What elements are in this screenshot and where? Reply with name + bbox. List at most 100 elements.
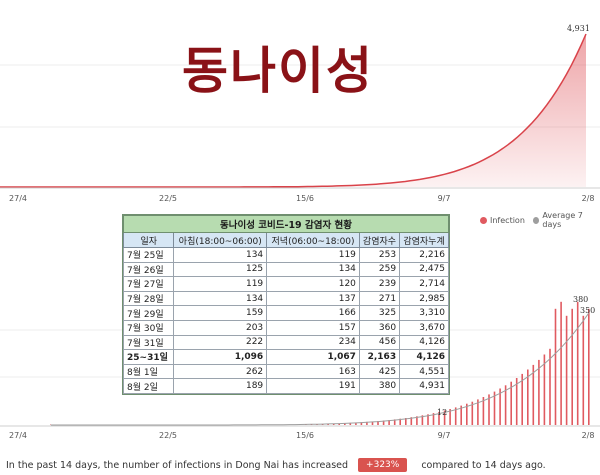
col-header: 저녁(06:00~18:00) <box>266 232 360 248</box>
col-header: 감염자누계 <box>399 232 449 248</box>
table-cell: 7월 29일 <box>122 305 175 321</box>
infection-bar <box>554 308 557 425</box>
table-cell: 7월 28일 <box>122 290 175 307</box>
table-cell: 4,931 <box>399 378 449 394</box>
bar-chart: 27/4 22/5 15/6 9/7 2/8 380 350 12 <box>0 295 600 440</box>
infection-bar <box>560 301 562 425</box>
table-row: 7월 28일 134 137 271 2,985 <box>122 290 449 307</box>
infection-bar <box>421 415 424 425</box>
x-tick-label: 27/4 <box>9 431 27 440</box>
infection-bar <box>565 315 568 425</box>
table-cell: 2,475 <box>399 261 449 278</box>
table-cell: 239 <box>358 276 401 292</box>
infection-bar <box>549 348 551 425</box>
table-cell: 456 <box>358 334 401 351</box>
infection-bar <box>410 417 413 425</box>
infection-bar <box>460 405 462 425</box>
table-cell: 119 <box>173 276 268 292</box>
table-cell: 360 <box>358 319 401 336</box>
table-cell: 134 <box>266 261 360 278</box>
infection-bar <box>405 418 407 425</box>
infection-bar <box>416 416 418 425</box>
table-cell: 203 <box>173 319 268 336</box>
table-cell: 2,985 <box>399 290 449 307</box>
infection-bar <box>482 397 485 425</box>
table-cell: 134 <box>173 290 268 307</box>
table-cell: 4,551 <box>399 363 449 380</box>
infection-bar <box>355 422 357 425</box>
legend-label: Infection <box>490 215 525 225</box>
infection-bar <box>488 394 490 425</box>
infection-bar <box>432 413 435 425</box>
annotation-label: 380 <box>573 295 588 304</box>
infection-bar <box>510 381 512 425</box>
table-row: 8월 2일 189 191 380 4,931 <box>122 378 449 394</box>
infection-bar <box>366 421 368 425</box>
infection-bar <box>427 414 429 425</box>
x-tick-label: 15/6 <box>296 194 314 203</box>
table-cell: 7월 31일 <box>122 334 175 351</box>
infection-bar <box>515 378 518 425</box>
infection-bar <box>377 421 379 425</box>
stats-table: 동나이성 코비드-19 감염자 현황 일자 아침(18:00~06:00) 저녁… <box>122 215 449 394</box>
table-cell: 119 <box>266 247 360 263</box>
legend-dot-icon <box>532 216 540 224</box>
infection-bar <box>576 301 579 425</box>
table-cell: 253 <box>358 247 401 263</box>
infection-bar <box>454 407 457 425</box>
table-row: 8월 1일 262 163 425 4,551 <box>122 363 449 380</box>
infection-bar <box>399 418 401 425</box>
table-row: 7월 26일 125 134 259 2,475 <box>122 261 449 278</box>
x-tick-label: 22/5 <box>159 194 177 203</box>
infection-bar <box>527 369 529 425</box>
table-cell: 7월 30일 <box>122 319 175 336</box>
infection-bar <box>382 420 385 425</box>
table-cell: 189 <box>173 378 268 394</box>
col-header: 아침(18:00~06:00) <box>173 232 268 248</box>
infection-bar <box>521 373 523 425</box>
infection-bar <box>471 401 474 425</box>
table-cell: 125 <box>173 261 268 278</box>
summary-footer: In the past 14 days, the number of infec… <box>6 458 546 472</box>
table-cell: 166 <box>266 305 360 321</box>
table-cell: 159 <box>173 305 268 321</box>
table-cell: 120 <box>266 276 360 292</box>
table-cell: 157 <box>266 319 360 336</box>
infection-bar <box>449 409 451 425</box>
annotation-label: 350 <box>580 306 595 315</box>
table-cell: 425 <box>358 363 401 380</box>
infection-bar <box>499 388 501 425</box>
average-line <box>50 312 590 426</box>
legend-item-infection[interactable]: Infection <box>480 216 525 225</box>
province-title: 동나이성 <box>182 41 374 100</box>
table-cell: 7월 26일 <box>122 261 175 278</box>
annotation-label: 12 <box>437 408 447 417</box>
table-cell: 137 <box>266 290 360 307</box>
table-cell: 234 <box>266 334 360 351</box>
infection-bar <box>588 308 590 425</box>
x-tick-label: 15/6 <box>296 431 314 440</box>
table-cell: 7월 27일 <box>122 276 175 292</box>
table-cell: 4,126 <box>399 349 449 365</box>
summary-text: In the past 14 days, the number of infec… <box>6 459 349 471</box>
infection-bar <box>466 403 468 425</box>
table-row: 7월 27일 119 120 239 2,714 <box>122 276 449 292</box>
table-header-row: 일자 아침(18:00~06:00) 저녁(06:00~18:00) 감염자수 … <box>122 232 449 248</box>
table-row: 7월 29일 159 166 325 3,310 <box>122 305 449 321</box>
x-tick-labels: 27/4 22/5 15/6 9/7 2/8 <box>9 431 594 440</box>
table-cell: 259 <box>358 261 401 278</box>
infection-bar <box>360 422 363 425</box>
table-row: 7월 30일 203 157 360 3,670 <box>122 319 449 336</box>
table-cell: 271 <box>358 290 401 307</box>
table-cell: 262 <box>173 363 268 380</box>
table-cell: 222 <box>173 334 268 351</box>
infection-bar <box>504 385 507 425</box>
infection-bar <box>349 422 352 425</box>
table-cell: 4,126 <box>399 334 449 351</box>
legend-item-average[interactable]: Average 7 days <box>532 211 600 229</box>
infection-bar <box>538 359 540 425</box>
table-cell: 325 <box>358 305 401 321</box>
table-cell: 1,096 <box>173 349 268 365</box>
table-cell: 2,216 <box>399 247 449 263</box>
